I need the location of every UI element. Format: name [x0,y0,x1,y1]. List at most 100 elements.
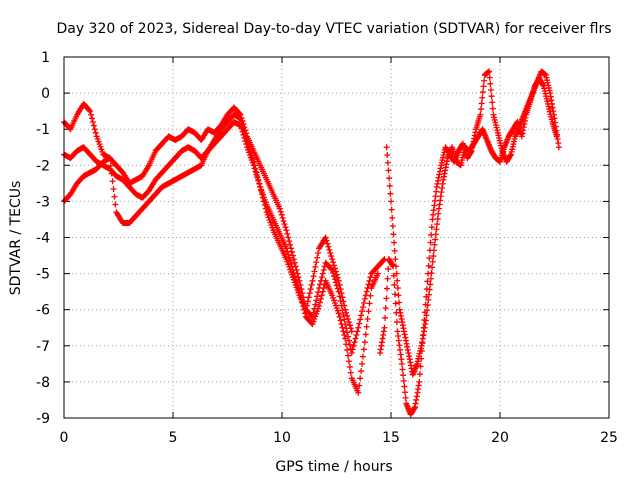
data-point-marker [329,256,336,263]
data-point-marker [355,389,362,396]
data-point-marker [355,324,362,331]
data-point-marker [244,137,251,144]
data-point-marker [110,186,117,193]
data-point-marker [384,159,391,166]
data-point-marker [392,256,399,263]
data-point-marker [286,238,293,245]
data-point-marker [86,107,93,114]
data-point-marker [393,319,400,326]
data-point-marker [393,270,400,277]
data-point-marker [280,217,287,224]
data-points [61,68,562,418]
data-point-marker [347,325,354,332]
data-point-marker [427,275,434,282]
data-point-marker [364,315,371,322]
data-point-marker [381,324,388,331]
data-point-marker [479,94,486,101]
data-point-marker [252,165,259,172]
data-point-marker [386,175,393,182]
data-point-marker [349,346,356,353]
data-point-marker [319,288,326,295]
data-point-marker [260,198,267,205]
data-point-marker [336,293,343,300]
data-point-marker [337,317,344,324]
data-point-marker [248,152,255,159]
data-point-marker [345,315,352,322]
data-point-marker [88,111,95,118]
data-point-marker [308,281,315,288]
data-point-marker [486,68,493,75]
data-point-marker [553,133,560,140]
data-point-marker [346,322,353,329]
data-point-marker [347,369,354,376]
plot-frame [63,56,610,419]
data-point-marker [367,292,374,299]
data-point-marker [242,130,249,137]
data-point-marker [237,115,244,122]
data-point-marker [481,77,488,84]
data-point-marker [245,143,252,150]
data-point-marker [358,368,365,375]
data-point-marker [363,323,370,330]
data-point-marker [316,303,323,310]
data-point-marker [239,121,246,128]
y-tick-label: 0 [41,86,50,102]
data-point-marker [391,247,398,254]
data-point-marker [324,240,331,247]
data-point-marker [335,310,342,317]
data-point-marker [555,144,562,151]
data-point-marker [385,265,392,272]
data-point-marker [282,224,289,231]
data-point-marker [383,285,390,292]
data-point-marker [426,286,433,293]
data-point-marker [360,346,367,353]
data-point-marker [402,394,409,401]
data-point-marker [401,383,408,390]
data-point-marker [357,316,364,323]
x-tick-label: 25 [600,430,618,446]
data-point-marker [382,305,389,312]
data-point-marker [316,299,323,306]
data-point-marker [238,118,245,125]
data-point-marker [425,291,432,298]
y-tick-label: -3 [36,194,50,210]
data-point-marker [310,273,317,280]
data-point-marker [426,255,433,262]
data-point-marker [434,215,441,222]
y-tick-label: -6 [36,303,50,319]
data-point-marker [400,372,407,379]
data-point-marker [254,173,261,180]
data-point-marker [257,183,264,190]
data-point-marker [402,389,409,396]
data-point-marker [313,259,320,266]
data-point-marker [423,312,430,319]
data-point-marker [283,227,290,234]
data-point-marker [312,263,319,270]
data-point-marker [309,277,316,284]
data-point-marker [398,360,405,367]
y-tick-label: 1 [41,50,50,66]
data-point-marker [480,83,487,90]
data-point-marker [489,105,496,112]
data-point-marker [338,321,345,328]
data-point-marker [325,243,332,250]
data-point-marker [383,295,390,302]
data-point-marker [336,281,343,288]
data-point-marker [344,346,351,353]
data-point-marker [400,377,407,384]
data-point-marker [427,239,434,246]
y-axis-label: SDTVAR / TECUs [8,181,24,296]
data-point-marker [359,304,366,311]
data-point-marker [345,352,352,359]
data-point-marker [334,274,341,281]
data-point-marker [366,300,373,307]
data-point-marker [317,295,324,302]
data-point-marker [356,382,363,389]
y-tick-label: -4 [36,231,50,247]
data-point-marker [312,301,319,308]
data-point-marker [361,295,368,302]
data-point-marker [112,201,119,208]
data-point-marker [358,312,365,319]
data-point-marker [365,308,372,315]
